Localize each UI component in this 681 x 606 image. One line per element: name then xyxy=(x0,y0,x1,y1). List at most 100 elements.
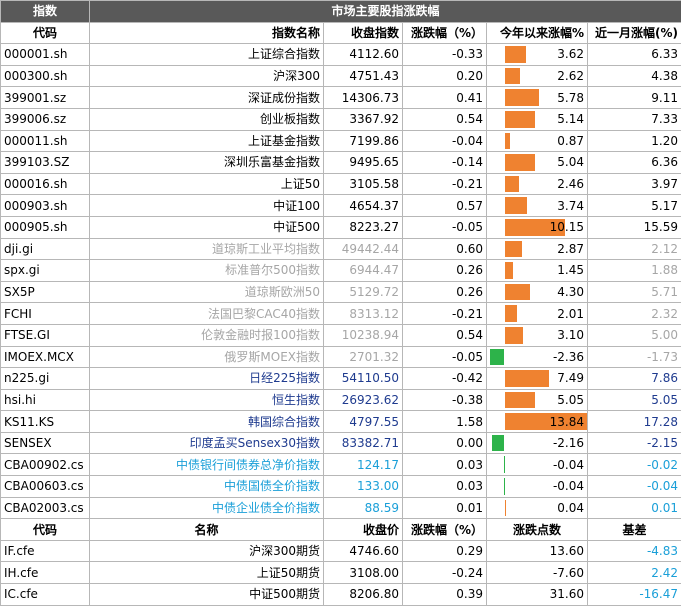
ytd-bar-cell: 3.62 xyxy=(487,44,588,66)
ytd-bar-cell: 2.87 xyxy=(487,238,588,260)
close-value: 5129.72 xyxy=(324,281,403,303)
ytd-bar-cell: -0.04 xyxy=(487,454,588,476)
change-pct: -0.21 xyxy=(403,303,487,325)
close-value: 124.17 xyxy=(324,454,403,476)
index-name: 印度孟买Sensex30指数 xyxy=(90,432,324,454)
index-name: 标准普尔500指数 xyxy=(90,260,324,282)
change-pct: -0.14 xyxy=(403,152,487,174)
ytd-bar-cell: 3.74 xyxy=(487,195,588,217)
index-code: SX5P xyxy=(1,281,90,303)
futures-change: 0.29 xyxy=(403,540,487,562)
close-value: 49442.44 xyxy=(324,238,403,260)
ytd-value: 2.87 xyxy=(487,239,587,259)
header-month: 近一月涨幅(%) xyxy=(588,22,681,44)
header-name: 指数名称 xyxy=(90,22,324,44)
index-code: CBA00902.cs xyxy=(1,454,90,476)
month-pct: 15.59 xyxy=(588,216,681,238)
index-name: 上证基金指数 xyxy=(90,130,324,152)
index-code: 000011.sh xyxy=(1,130,90,152)
ytd-bar-cell: 5.05 xyxy=(487,389,588,411)
close-value: 8223.27 xyxy=(324,216,403,238)
index-name: 韩国综合指数 xyxy=(90,411,324,433)
futures-name: 上证50期货 xyxy=(90,562,324,584)
ytd-value: 0.04 xyxy=(487,498,587,518)
month-pct: 6.33 xyxy=(588,44,681,66)
close-value: 88.59 xyxy=(324,497,403,519)
close-value: 3105.58 xyxy=(324,173,403,195)
ytd-bar-cell: 1.45 xyxy=(487,260,588,282)
month-pct: 1.88 xyxy=(588,260,681,282)
ytd-value: 5.05 xyxy=(487,390,587,410)
ytd-value: -0.04 xyxy=(487,476,587,496)
index-code: IMOEX.MCX xyxy=(1,346,90,368)
futures-header-name: 名称 xyxy=(90,519,324,541)
ytd-bar-cell: 5.78 xyxy=(487,87,588,109)
index-name: 创业板指数 xyxy=(90,108,324,130)
ytd-value: 1.45 xyxy=(487,260,587,280)
month-pct: 5.71 xyxy=(588,281,681,303)
index-code: dji.gi xyxy=(1,238,90,260)
change-pct: 0.20 xyxy=(403,65,487,87)
ytd-value: 3.62 xyxy=(487,44,587,64)
futures-close: 4746.60 xyxy=(324,540,403,562)
close-value: 4751.43 xyxy=(324,65,403,87)
index-code: 000905.sh xyxy=(1,216,90,238)
change-pct: -0.04 xyxy=(403,130,487,152)
ytd-value: 4.30 xyxy=(487,282,587,302)
month-pct: 1.20 xyxy=(588,130,681,152)
close-value: 4112.60 xyxy=(324,44,403,66)
index-code: CBA02003.cs xyxy=(1,497,90,519)
ytd-bar-cell: 2.46 xyxy=(487,173,588,195)
ytd-value: 0.87 xyxy=(487,131,587,151)
title-row: 指数 市场主要股指涨跌幅 xyxy=(1,1,681,23)
close-value: 7199.86 xyxy=(324,130,403,152)
index-name: 法国巴黎CAC40指数 xyxy=(90,303,324,325)
month-pct: 3.97 xyxy=(588,173,681,195)
ytd-value: 5.14 xyxy=(487,109,587,129)
change-pct: -0.21 xyxy=(403,173,487,195)
futures-basis: -16.47 xyxy=(588,584,681,606)
futures-header-change: 涨跌幅（%） xyxy=(403,519,487,541)
close-value: 6944.47 xyxy=(324,260,403,282)
index-name: 上证综合指数 xyxy=(90,44,324,66)
futures-header-row: 代码名称收盘价涨跌幅（%）涨跌点数基差 xyxy=(1,519,681,541)
close-value: 83382.71 xyxy=(324,432,403,454)
change-pct: 0.26 xyxy=(403,260,487,282)
change-pct: 0.03 xyxy=(403,476,487,498)
index-name: 中债银行间债券总净价指数 xyxy=(90,454,324,476)
index-code: KS11.KS xyxy=(1,411,90,433)
index-code: 399001.sz xyxy=(1,87,90,109)
title-left: 指数 xyxy=(1,1,90,23)
index-name: 道琼斯欧洲50 xyxy=(90,281,324,303)
close-value: 14306.73 xyxy=(324,87,403,109)
ytd-bar-cell: 7.49 xyxy=(487,368,588,390)
month-pct: 7.86 xyxy=(588,368,681,390)
close-value: 8313.12 xyxy=(324,303,403,325)
futures-code: IC.cfe xyxy=(1,584,90,606)
month-pct: 17.28 xyxy=(588,411,681,433)
index-name: 道琼斯工业平均指数 xyxy=(90,238,324,260)
index-name: 深圳乐富基金指数 xyxy=(90,152,324,174)
futures-change: -0.24 xyxy=(403,562,487,584)
close-value: 2701.32 xyxy=(324,346,403,368)
index-name: 恒生指数 xyxy=(90,389,324,411)
ytd-value: -2.36 xyxy=(487,347,587,367)
close-value: 133.00 xyxy=(324,476,403,498)
close-value: 26923.62 xyxy=(324,389,403,411)
change-pct: 0.03 xyxy=(403,454,487,476)
index-code: FTSE.GI xyxy=(1,324,90,346)
ytd-value: 3.74 xyxy=(487,196,587,216)
month-pct: -0.04 xyxy=(588,476,681,498)
